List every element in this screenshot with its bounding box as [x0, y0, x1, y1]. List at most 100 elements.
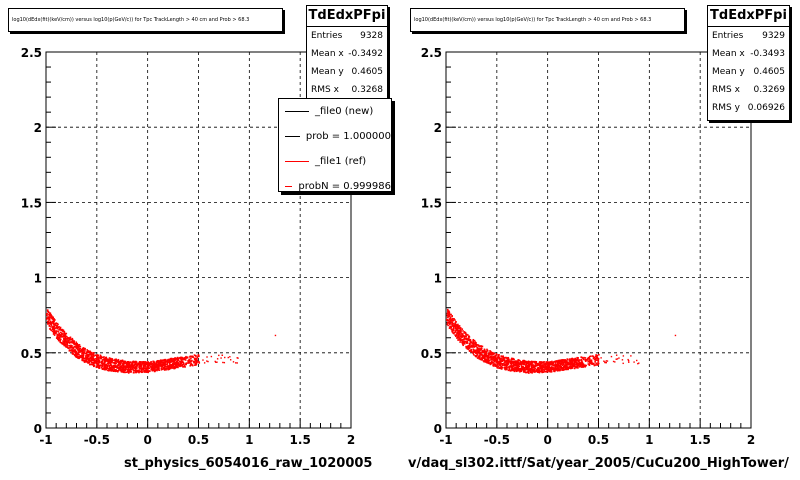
right-stats-box: TdEdxPFpi Entries 9329 Mean x -0.3493 Mean… [707, 5, 790, 121]
left-scatter-point [53, 327, 56, 330]
right-scatter-point [508, 365, 511, 368]
right-scatter-point [545, 370, 548, 373]
left-scatter-point [59, 331, 62, 334]
left-scatter-point [165, 368, 167, 371]
left-scatter-point [111, 368, 114, 371]
left-scatter-point [89, 352, 91, 354]
left-scatter-point [134, 369, 137, 372]
right-scatter-point [490, 358, 492, 361]
right-scatter-point [455, 326, 457, 328]
left-scatter-point [56, 335, 59, 337]
left-scatter-point [164, 361, 166, 364]
left-scatter-point [100, 357, 103, 360]
left-scatter-point [70, 346, 73, 349]
right-scatter-point [606, 360, 609, 362]
right-scatter-point [499, 359, 502, 362]
left-scatter-point [57, 326, 60, 329]
left-scatter-point [112, 370, 114, 372]
right-scatter-point [498, 367, 501, 370]
left-scatter-point [154, 367, 156, 370]
right-scatter-point [511, 369, 513, 372]
left-scatter-point [76, 356, 79, 359]
right-scatter-point [529, 363, 531, 365]
right-scatter-point [513, 361, 515, 364]
left-scatter-point [65, 344, 67, 346]
left-scatter-point [175, 364, 178, 367]
left-scatter-point [178, 360, 181, 363]
right-scatter-point [450, 326, 453, 329]
left-scatter-point [77, 353, 79, 356]
left-scatter-point [48, 321, 51, 324]
right-scatter-point [480, 347, 483, 350]
right-scatter-point [562, 359, 565, 361]
right-scatter-point [505, 367, 508, 369]
left-scatter-point [173, 362, 175, 364]
left-scatter-point [159, 360, 161, 363]
left-scatter-point [46, 310, 49, 312]
right-scatter-point [570, 358, 573, 360]
left-scatter-point [136, 370, 138, 373]
left-scatter-point [168, 362, 171, 365]
right-scatter-point [517, 370, 519, 372]
left-scatter-point [182, 361, 184, 364]
right-scatter-point [446, 318, 448, 321]
right-scatter-point [574, 358, 576, 361]
right-scatter-point [517, 359, 519, 361]
right-scatter-point [495, 360, 497, 362]
right-scatter-point [476, 348, 479, 351]
left-scatter-point [61, 342, 64, 344]
left-scatter-point [202, 359, 204, 361]
right-x-tick-label: 1 [645, 433, 653, 447]
right-scatter-point [449, 319, 451, 321]
right-scatter-point [549, 368, 552, 370]
right-scatter-point [460, 333, 462, 336]
right-scatter-point [526, 367, 529, 370]
left-scatter-point [148, 370, 151, 372]
right-scatter-point [530, 367, 533, 369]
right-scatter-point [487, 357, 489, 360]
left-scatter-point [173, 358, 175, 360]
left-scatter-point [182, 358, 184, 361]
left-scatter-point [158, 362, 161, 364]
right-scatter-point [589, 355, 592, 358]
left-scatter-point [108, 362, 110, 364]
right-scatter-point [451, 330, 453, 332]
right-scatter-point [556, 365, 558, 367]
left-scatter-point [54, 330, 56, 332]
legend-label: _file1 (ref) [315, 156, 367, 167]
left-scatter-point [206, 360, 208, 362]
right-scatter-point [514, 360, 516, 363]
left-scatter-point [114, 363, 117, 365]
right-scatter-point [529, 369, 532, 372]
left-scatter-point [108, 357, 111, 359]
right-scatter-point [491, 360, 493, 363]
left-scatter-point [103, 367, 106, 370]
right-scatter-point [538, 363, 540, 365]
right-scatter-point [488, 353, 490, 355]
left-scatter-point [63, 341, 66, 343]
left-scatter-point [151, 367, 154, 369]
left-scatter-point [59, 341, 62, 344]
right-scatter-point [494, 363, 497, 366]
left-scatter-point [97, 359, 100, 361]
right-scatter-point [588, 364, 591, 366]
right-scatter-point [674, 334, 677, 337]
left-scatter-point [142, 367, 145, 370]
left-x-tick-label: -0.5 [84, 433, 110, 447]
right-scatter-point [563, 361, 565, 363]
right-scatter-point [452, 323, 455, 325]
right-scatter-point [545, 367, 548, 370]
left-scatter-point [60, 329, 62, 332]
right-scatter-point [593, 358, 596, 361]
left-scatter-point [119, 363, 121, 365]
left-scatter-point [82, 352, 85, 354]
left-scatter-point [237, 357, 239, 359]
left-scatter-point [190, 360, 192, 363]
right-scatter-point [491, 351, 494, 354]
right-scatter-point [537, 364, 540, 366]
right-scatter-point [465, 335, 467, 338]
left-scatter-point [117, 363, 120, 365]
left-scatter-point [95, 359, 98, 362]
right-scatter-point [466, 340, 468, 342]
right-scatter-point [466, 333, 468, 336]
